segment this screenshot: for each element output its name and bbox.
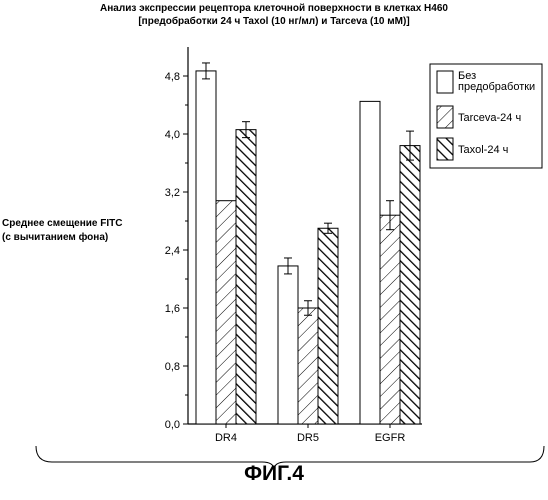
figure-label: ФИГ.4: [0, 462, 548, 486]
bar-dr4-3: [236, 130, 256, 424]
legend-swatch-2: [437, 106, 453, 128]
legend-label: Tarceva-24 ч: [458, 112, 521, 124]
bar-egfr-1: [360, 101, 380, 424]
bars: [196, 63, 420, 424]
legend-label: Taxol-24 ч: [458, 144, 508, 156]
y-tick-label: 2,4: [165, 245, 180, 257]
y-tick-label: 0,0: [165, 419, 180, 431]
y-tick-label: 0,8: [165, 361, 180, 373]
bar-dr4-1: [196, 71, 216, 424]
y-tick-label: 4,0: [165, 129, 180, 141]
legend-swatch-3: [437, 138, 453, 160]
x-tick-label: EGFR: [375, 432, 406, 444]
bar-dr5-2: [298, 308, 318, 424]
y-tick-label: 3,2: [165, 187, 180, 199]
legend: БезпредобработкиTarceva-24 чTaxol-24 ч: [430, 64, 542, 168]
bar-egfr-2: [380, 215, 400, 424]
x-tick-label: DR5: [297, 432, 319, 444]
bar-egfr-3: [400, 146, 420, 424]
bar-dr5-1: [278, 266, 298, 424]
bar-dr5-3: [318, 228, 338, 424]
y-tick-label: 1,6: [165, 303, 180, 315]
y-tick-label: 4,8: [165, 71, 180, 83]
bar-dr4-2: [216, 201, 236, 424]
x-tick-label: DR4: [215, 432, 237, 444]
legend-swatch-1: [437, 71, 453, 93]
legend-label: предобработки: [458, 81, 535, 93]
